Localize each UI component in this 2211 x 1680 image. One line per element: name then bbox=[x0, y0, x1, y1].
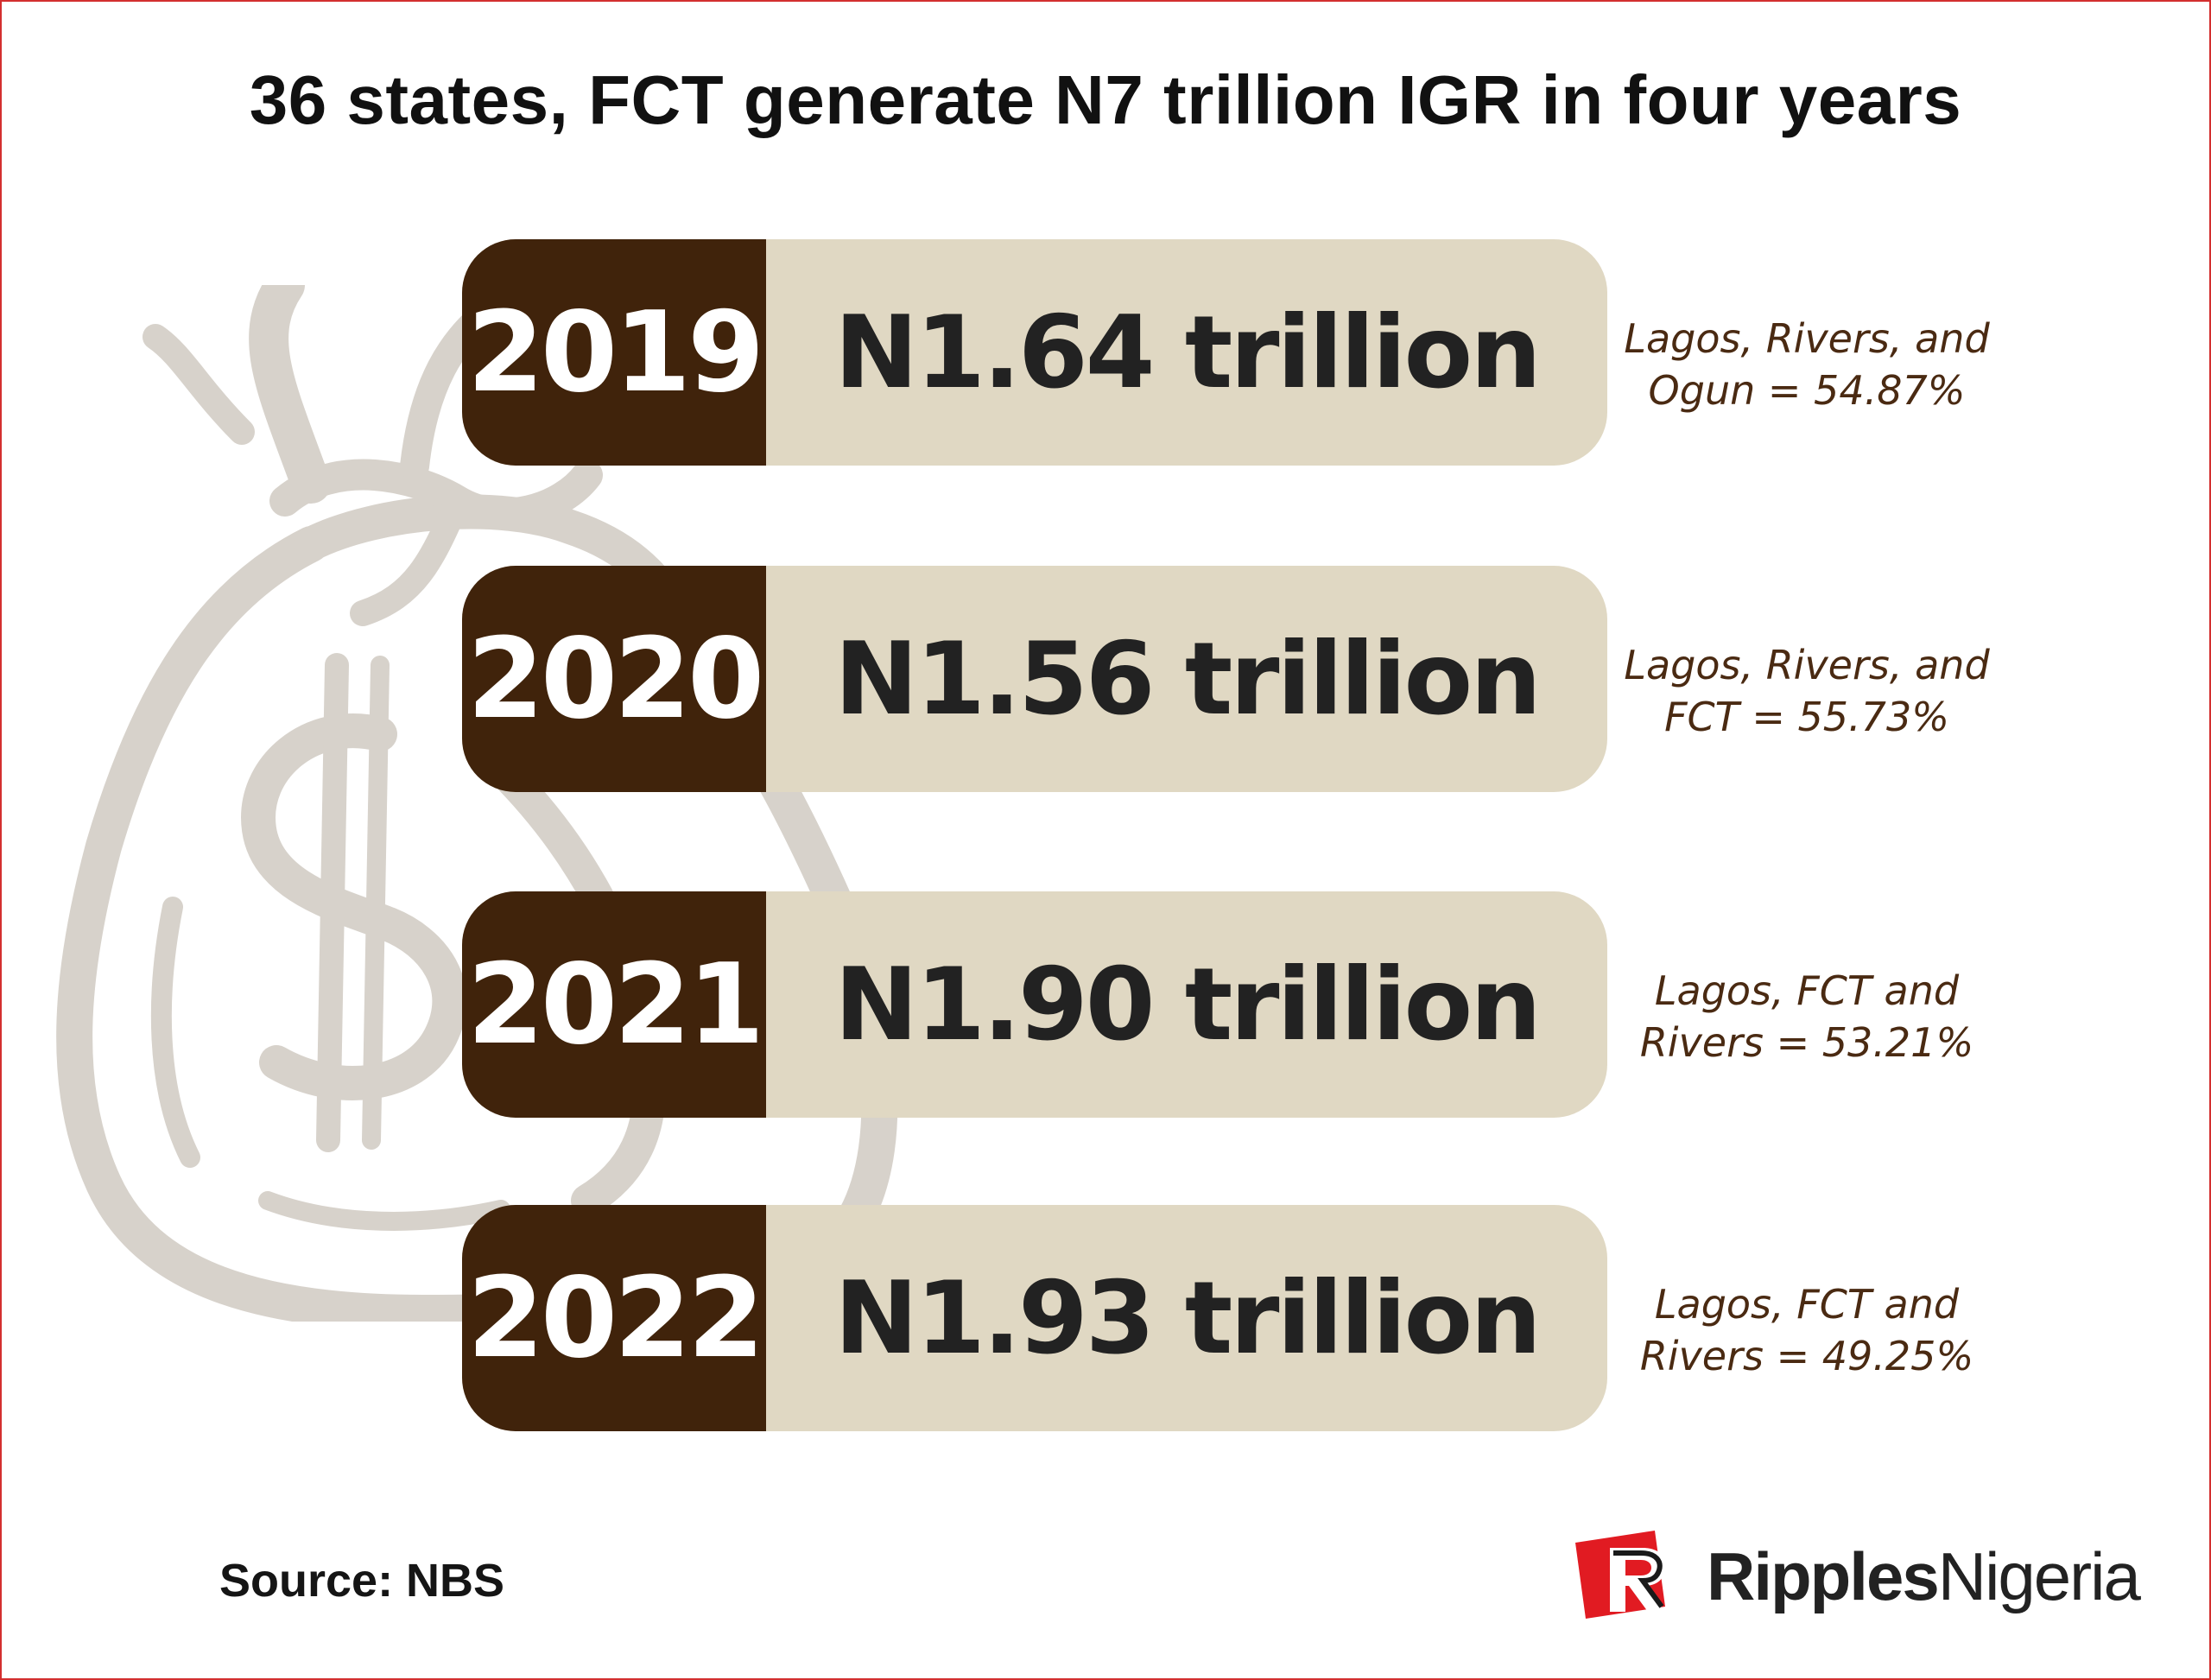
share-note-line: Ogun = 54.87% bbox=[1648, 367, 1966, 414]
year-block: 2021 bbox=[462, 891, 766, 1118]
ripples-logo-icon bbox=[1575, 1531, 1666, 1619]
share-note-line: Lagos, FCT and bbox=[1654, 967, 1960, 1014]
share-note-line: Lagos, Rivers, and bbox=[1624, 642, 1990, 688]
page-title: 36 states, FCT generate N7 trillion IGR … bbox=[249, 61, 1962, 138]
year-label: 2020 bbox=[466, 614, 764, 744]
share-note-2022: Lagos, FCT and Rivers = 49.25% bbox=[1608, 1278, 2005, 1382]
amount-value: N1.93 trillion bbox=[834, 1259, 1542, 1377]
igr-row-2019: 2019 N1.64 trillion bbox=[462, 239, 1607, 466]
igr-row-2022: 2022 N1.93 trillion bbox=[462, 1205, 1607, 1431]
share-note-line: FCT = 55.73% bbox=[1664, 694, 1949, 740]
year-label: 2021 bbox=[466, 940, 764, 1069]
source-credit: Source: NBS bbox=[219, 1555, 505, 1607]
amount-value: N1.90 trillion bbox=[834, 946, 1542, 1063]
share-note-2021: Lagos, FCT and Rivers = 53.21% bbox=[1608, 965, 2005, 1068]
amount: N1.93 trillion bbox=[766, 1205, 1607, 1431]
year-label: 2019 bbox=[466, 288, 764, 417]
igr-row-2021: 2021 N1.90 trillion bbox=[462, 891, 1607, 1118]
logo-wordmark-light: Nigeria bbox=[1937, 1538, 2141, 1614]
ripples-nigeria-logo: RipplesNigeria bbox=[1575, 1527, 2141, 1622]
year-label: 2022 bbox=[466, 1253, 764, 1383]
share-note-line: Rivers = 53.21% bbox=[1639, 1019, 1974, 1066]
year-block: 2022 bbox=[462, 1205, 766, 1431]
year-block: 2020 bbox=[462, 566, 766, 792]
share-note-2019: Lagos, Rivers, and Ogun = 54.87% bbox=[1608, 313, 2005, 416]
amount-value: N1.64 trillion bbox=[834, 294, 1542, 411]
amount-value: N1.56 trillion bbox=[834, 620, 1542, 738]
share-note-line: Rivers = 49.25% bbox=[1639, 1333, 1974, 1379]
share-note-2020: Lagos, Rivers, and FCT = 55.73% bbox=[1608, 639, 2005, 743]
share-note-line: Lagos, FCT and bbox=[1654, 1281, 1960, 1328]
logo-wordmark: RipplesNigeria bbox=[1707, 1537, 2141, 1616]
year-block: 2019 bbox=[462, 239, 766, 466]
amount: N1.56 trillion bbox=[766, 566, 1607, 792]
share-note-line: Lagos, Rivers, and bbox=[1624, 315, 1990, 362]
amount: N1.64 trillion bbox=[766, 239, 1607, 466]
igr-row-2020: 2020 N1.56 trillion bbox=[462, 566, 1607, 792]
logo-wordmark-bold: Ripples bbox=[1707, 1538, 1940, 1614]
amount: N1.90 trillion bbox=[766, 891, 1607, 1118]
